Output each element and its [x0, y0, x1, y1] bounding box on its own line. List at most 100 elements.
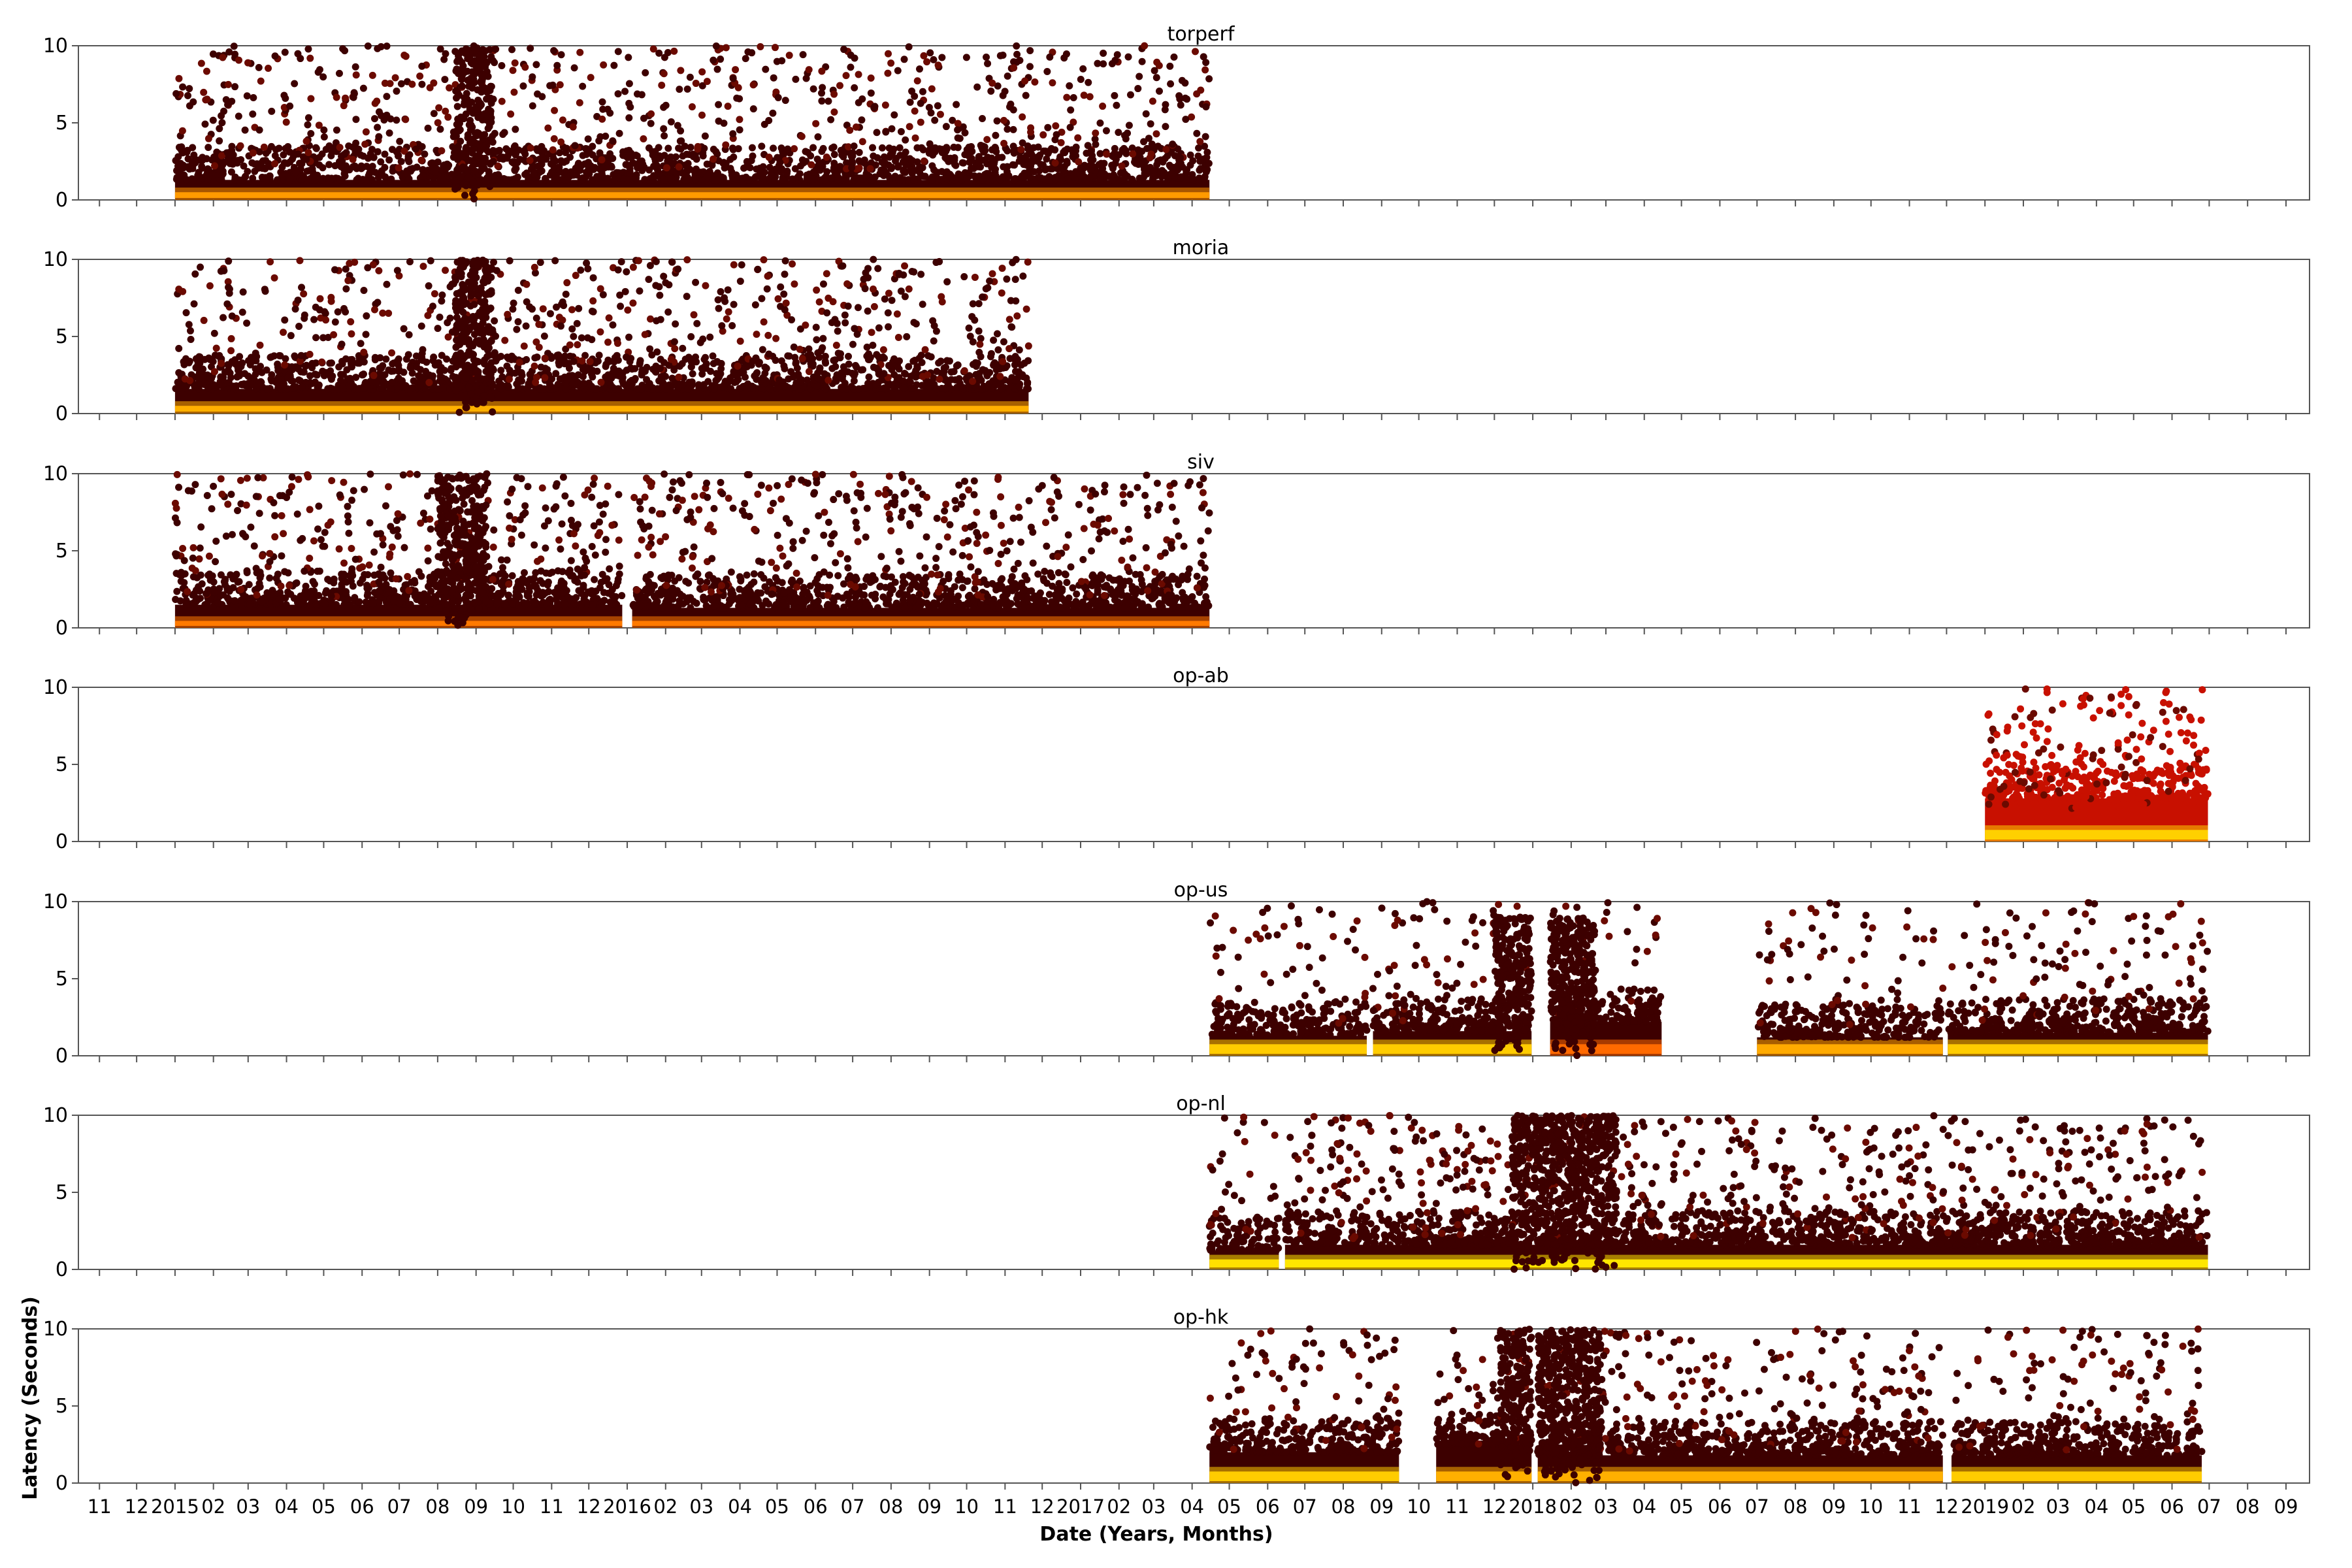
scatter-point	[977, 353, 985, 361]
scatter-point	[271, 52, 279, 60]
scatter-point	[522, 322, 530, 330]
scatter-point	[430, 79, 438, 87]
scatter-point	[975, 153, 983, 161]
scatter-point	[821, 176, 828, 184]
scatter-point	[468, 149, 476, 157]
scatter-point	[788, 316, 796, 323]
scatter-point	[662, 164, 670, 172]
scatter-point	[302, 363, 310, 370]
scatter-point	[936, 375, 943, 383]
scatter-point	[819, 335, 827, 342]
scatter-point	[589, 367, 596, 374]
scatter-point	[282, 144, 289, 152]
scatter-point	[443, 355, 451, 363]
scatter-point	[312, 176, 319, 184]
scatter-point	[538, 167, 546, 175]
scatter-point	[627, 384, 634, 392]
scatter-point	[836, 82, 844, 90]
scatter-point	[943, 175, 951, 183]
scatter-point	[968, 142, 975, 150]
scatter-point	[468, 190, 476, 198]
scatter-point	[451, 152, 459, 159]
scatter-point	[563, 376, 571, 384]
scatter-point	[281, 361, 289, 369]
scatter-point	[728, 171, 736, 179]
scatter-point	[373, 97, 381, 105]
scatter-point	[1024, 258, 1032, 266]
scatter-point	[766, 385, 774, 393]
scatter-point	[720, 382, 728, 389]
scatter-point	[1063, 157, 1071, 165]
scatter-point	[224, 149, 232, 157]
scatter-point	[679, 152, 687, 160]
scatter-point	[1009, 259, 1017, 267]
scatter-point	[364, 42, 372, 50]
scatter-point	[231, 83, 239, 91]
scatter-point	[555, 314, 563, 321]
scatter-point	[340, 304, 348, 312]
scatter-point	[1037, 174, 1045, 182]
scatter-point	[625, 80, 633, 88]
scatter-point	[640, 114, 647, 122]
scatter-point	[548, 375, 556, 383]
scatter-point	[1162, 146, 1170, 154]
scatter-point	[1052, 122, 1060, 130]
scatter-point	[936, 110, 944, 118]
scatter-point	[987, 350, 995, 357]
scatter-point	[222, 96, 230, 104]
scatter-point	[385, 309, 393, 317]
scatter-point	[402, 116, 410, 123]
scatter-point	[796, 170, 804, 178]
scatter-point	[263, 175, 270, 183]
scatter-point	[489, 95, 497, 103]
scatter-point	[227, 335, 235, 342]
scatter-point	[622, 353, 630, 361]
scatter-point	[610, 365, 617, 372]
scatter-point	[342, 265, 350, 273]
scatter-point	[780, 290, 788, 298]
scatter-point	[1037, 161, 1045, 169]
scatter-point	[280, 91, 288, 99]
scatter-point	[470, 331, 478, 338]
scatter-point	[701, 132, 709, 140]
scatter-point	[974, 174, 982, 182]
scatter-point	[1015, 368, 1022, 376]
scatter-point	[615, 372, 623, 380]
scatter-point	[728, 322, 736, 330]
scatter-point	[793, 365, 801, 372]
scatter-point	[405, 157, 413, 165]
scatter-point	[541, 374, 549, 382]
scatter-point	[487, 56, 495, 63]
scatter-point	[310, 316, 318, 323]
scatter-point	[961, 129, 969, 137]
scatter-point	[818, 97, 826, 105]
scatter-point	[881, 159, 889, 167]
scatter-point	[611, 353, 619, 361]
scatter-point	[291, 80, 299, 88]
scatter-point	[1075, 158, 1083, 166]
scatter-point	[298, 383, 306, 391]
scatter-point	[431, 290, 438, 298]
scatter-point	[823, 309, 831, 317]
scatter-point	[849, 340, 857, 348]
scatter-point	[1111, 159, 1119, 167]
scatter-point	[197, 374, 204, 382]
scatter-point	[841, 319, 849, 327]
scatter-point	[998, 265, 1006, 272]
scatter-point	[764, 331, 772, 339]
scatter-point	[241, 126, 249, 134]
scatter-point	[441, 76, 449, 84]
scatter-point	[1125, 122, 1133, 129]
scatter-point	[908, 157, 916, 165]
scatter-point	[574, 341, 581, 349]
scatter-point	[482, 314, 490, 321]
scatter-point	[734, 362, 742, 370]
scatter-point	[994, 380, 1002, 388]
scatter-point	[1026, 63, 1034, 71]
scatter-point	[452, 377, 460, 385]
scatter-point	[983, 136, 991, 144]
scatter-point	[770, 74, 777, 82]
scatter-point	[963, 174, 971, 182]
scatter-point	[760, 256, 768, 264]
scatter-point	[523, 169, 531, 177]
